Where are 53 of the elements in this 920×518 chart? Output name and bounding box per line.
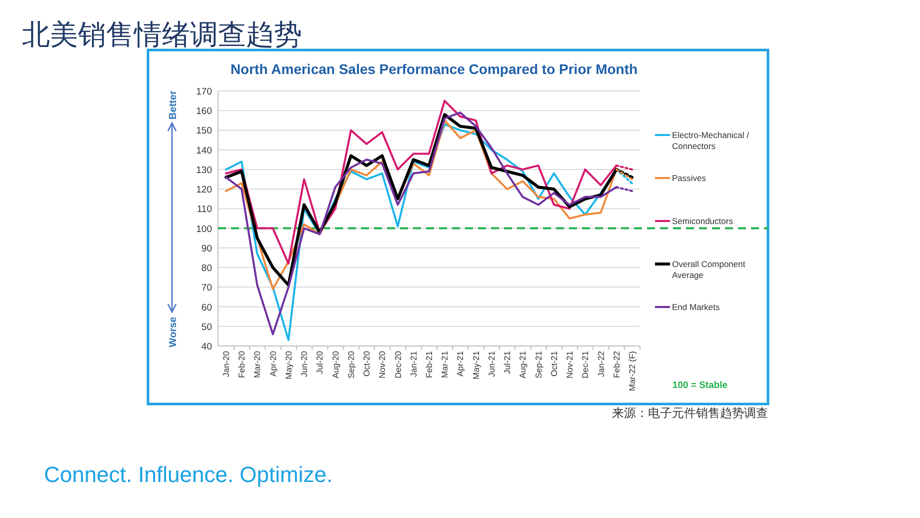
x-tick-label: Dec-21	[580, 350, 590, 378]
text: Connect. Influence. Optimize.	[44, 462, 333, 487]
x-tick-label: May-21	[470, 350, 481, 380]
y-tick-label: 120	[196, 184, 212, 196]
x-tick-label: Aug-20	[330, 350, 340, 378]
y-tick-label: 160	[196, 106, 212, 118]
legend-label: Semiconductors	[672, 216, 733, 226]
ref-line-label: 100 = Stable	[672, 380, 728, 391]
x-tick-label: Aug-21	[518, 350, 528, 378]
x-tick-label: Dec-20	[392, 350, 403, 378]
x-tick-label: Feb-22	[611, 350, 622, 378]
x-tick-label: Jul-20	[314, 350, 325, 374]
y-tick-label: 170	[196, 86, 212, 98]
x-tick-label: Oct-21	[548, 350, 559, 377]
y-tick-label: 150	[196, 126, 212, 137]
x-tick-label: Mar-22 (F)	[627, 350, 637, 392]
x-tick-label: Jun-21	[486, 350, 496, 377]
x-tick-label: Feb-20	[236, 350, 247, 378]
x-tick-label: Sep-21	[533, 350, 544, 378]
x-tick-label: Jan-22	[596, 350, 606, 377]
x-tick-label: Mar-20	[252, 350, 262, 378]
legend-label: Electro-Mechanical / Connectors	[672, 130, 750, 151]
chart-subtitle: North American Sales Performance Compared to Prior Month	[230, 61, 638, 77]
y-tick-label: 80	[201, 263, 212, 274]
x-tick-label: Mar-21	[440, 350, 450, 378]
legend-label: Overall Component Average	[672, 259, 746, 280]
y-tick-label: 100	[196, 224, 212, 235]
y-tick-label: 40	[201, 342, 212, 352]
y-tick-label: 130	[196, 164, 212, 176]
y-tick-label: 60	[201, 302, 212, 314]
x-tick-label: Apr-20	[268, 350, 278, 377]
x-tick-label: Jan-20	[221, 350, 231, 377]
y-tick-label: 90	[201, 243, 212, 254]
chart-title: 北美销售情绪调查趋势	[22, 20, 302, 51]
y-tick-label: 50	[201, 322, 212, 333]
x-tick-label: Jun-20	[299, 350, 310, 377]
x-tick-label: May-20	[283, 350, 294, 380]
text: Worse	[168, 316, 179, 348]
x-tick-label: Jan-21	[408, 350, 418, 377]
text: Better	[168, 90, 179, 120]
y-tick-label: 110	[196, 204, 212, 216]
y-tick-label: 70	[201, 282, 212, 294]
x-tick-label: Apr-21	[455, 350, 466, 377]
y-tick-label: 140	[196, 145, 212, 156]
x-tick-label: Nov-21	[564, 350, 575, 378]
x-tick-label: Feb-21	[424, 350, 434, 378]
x-tick-label: Nov-20	[377, 350, 388, 378]
source-note: 来源：电子元件销售趋势调查	[612, 406, 768, 420]
legend-label: End Markets	[672, 302, 720, 312]
x-tick-label: Jul-21	[502, 350, 512, 374]
x-tick-label: Oct-20	[362, 350, 372, 377]
legend-label: Passives	[672, 173, 706, 183]
x-tick-label: Sep-20	[346, 350, 356, 378]
